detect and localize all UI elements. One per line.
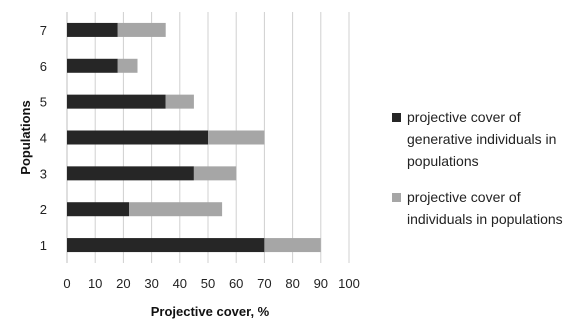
y-axis-title: Populations — [18, 100, 33, 174]
legend-swatch-generative — [392, 113, 401, 122]
x-axis-title: Projective cover, % — [151, 304, 270, 319]
bar-pop-7-series-1 — [67, 22, 118, 37]
x-tick-label: 20 — [116, 276, 130, 291]
x-tick-label: 0 — [63, 276, 70, 291]
legend-label-generative: projective cover of generative individua… — [407, 109, 557, 169]
bar-pop-5-series-1 — [67, 94, 166, 109]
y-tick-label: 3 — [40, 166, 47, 181]
x-tick-label: 80 — [285, 276, 299, 291]
x-tick-label: 10 — [88, 276, 102, 291]
y-tick-label: 4 — [40, 131, 47, 146]
bar-pop-5-series-2 — [165, 94, 194, 109]
x-tick-label: 70 — [257, 276, 271, 291]
x-tick-label: 90 — [314, 276, 328, 291]
x-tick-label: 60 — [229, 276, 243, 291]
bar-pop-6-series-1 — [67, 58, 118, 73]
y-tick-label: 2 — [40, 202, 47, 217]
x-tick-labels: 0 10 20 30 40 50 60 70 80 90 100 — [63, 276, 359, 291]
bar-pop-7-series-2 — [117, 22, 166, 37]
x-tick-label: 50 — [201, 276, 215, 291]
bar-pop-2-series-2 — [129, 202, 223, 217]
x-tick-label: 40 — [173, 276, 187, 291]
y-tick-labels: 1 2 3 4 5 6 7 — [40, 23, 47, 253]
x-tick-label: 100 — [338, 276, 360, 291]
legend: projective cover of generative individua… — [392, 106, 574, 244]
y-tick-label: 5 — [40, 95, 47, 110]
x-tick-label: 30 — [144, 276, 158, 291]
y-tick-label: 7 — [40, 23, 47, 38]
bars — [67, 22, 321, 253]
bar-pop-2-series-1 — [67, 202, 130, 217]
bar-pop-1-series-2 — [264, 238, 321, 253]
legend-item-generative: projective cover of generative individua… — [392, 106, 574, 172]
bar-pop-4-series-2 — [208, 130, 265, 145]
bar-pop-6-series-2 — [117, 58, 138, 73]
legend-swatch-individuals — [392, 193, 401, 202]
y-tick-label: 1 — [40, 238, 47, 253]
legend-item-individuals: projective cover of individuals in popul… — [392, 186, 574, 230]
bar-pop-4-series-1 — [67, 130, 208, 145]
y-tick-label: 6 — [40, 59, 47, 74]
bar-pop-1-series-1 — [67, 238, 265, 253]
bar-pop-3-series-2 — [193, 166, 237, 181]
bar-pop-3-series-1 — [67, 166, 194, 181]
legend-label-individuals: projective cover of individuals in popul… — [407, 189, 563, 227]
